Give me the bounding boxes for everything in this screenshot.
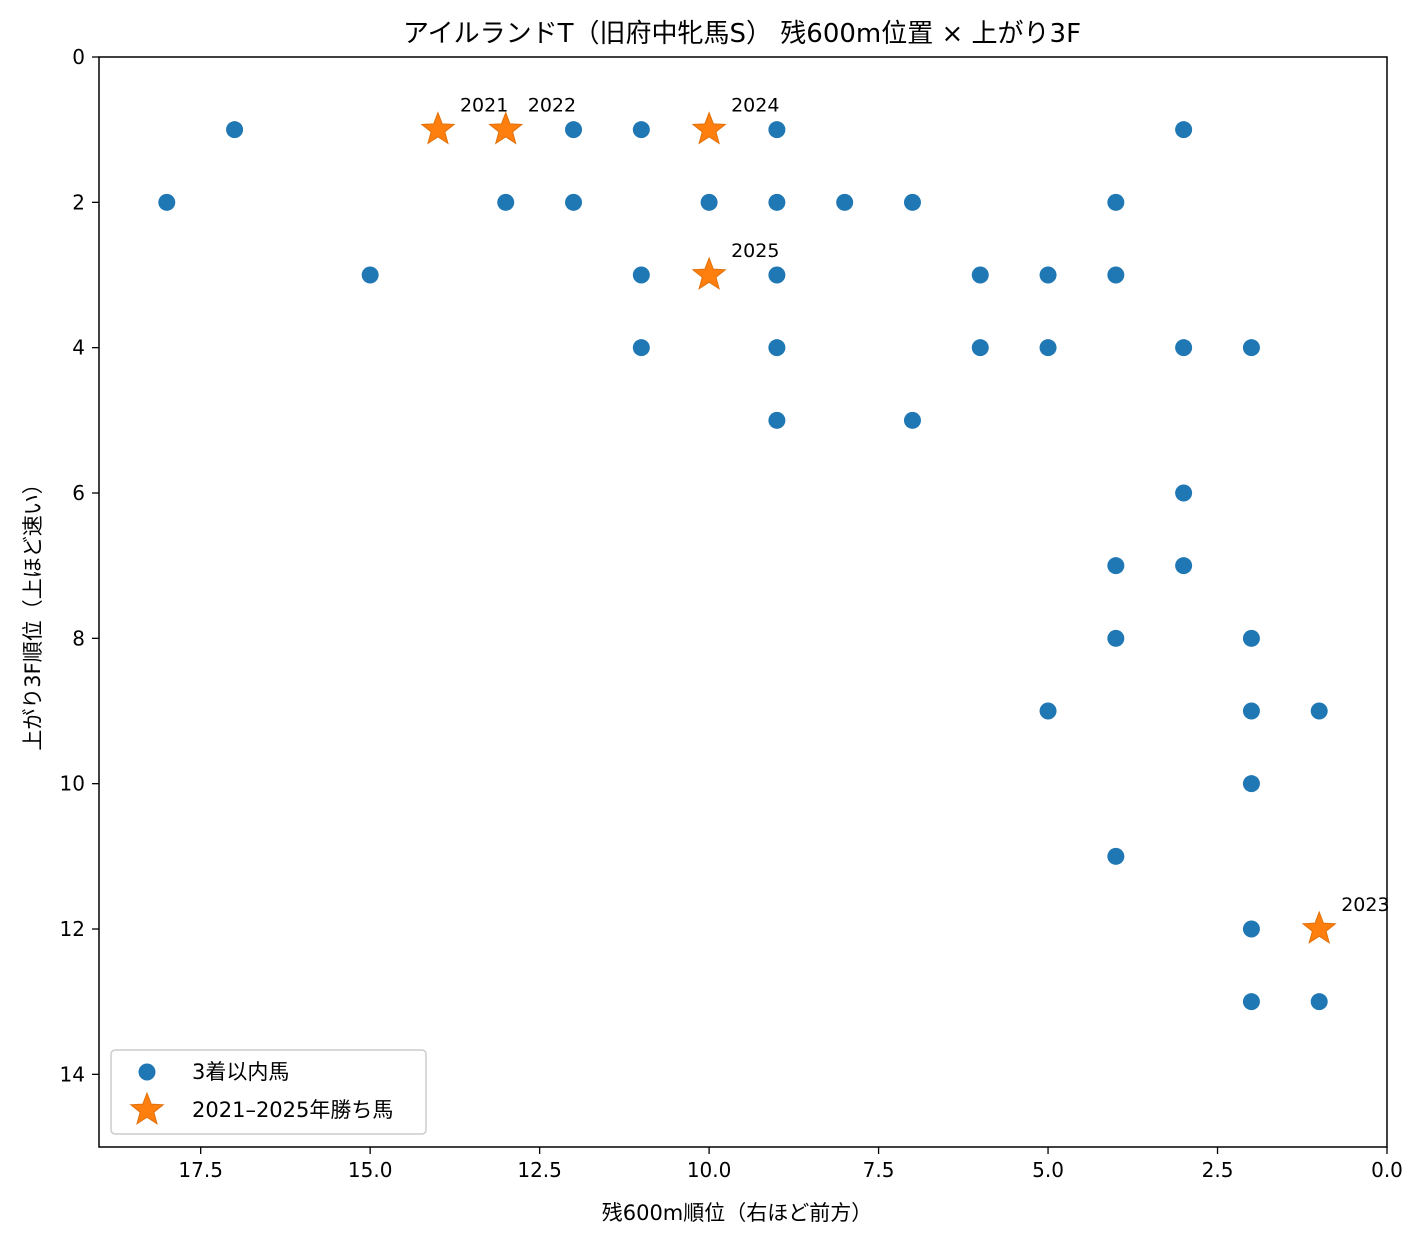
data-point-top3: [565, 193, 583, 211]
data-point-top3: [158, 193, 176, 211]
x-tick-label: 15.0: [348, 1158, 393, 1182]
data-point-top3: [903, 193, 921, 211]
y-tick-label: 4: [72, 336, 85, 360]
data-point-top3: [971, 266, 989, 284]
x-tick-label: 17.5: [178, 1158, 223, 1182]
data-point-winner: [420, 111, 456, 145]
data-point-top3: [1107, 847, 1125, 865]
data-point-top3: [1242, 702, 1260, 720]
point-annotation: 2022: [528, 95, 576, 117]
y-axis: 0 2 4 6 8 10 12 14: [60, 45, 99, 1086]
data-point-top3: [836, 193, 854, 211]
data-point-top3: [1107, 193, 1125, 211]
data-point-top3: [1310, 702, 1328, 720]
data-point-top3: [768, 121, 786, 139]
data-point-top3: [971, 339, 989, 357]
legend-label-series-1: 3着以内馬: [192, 1060, 289, 1084]
data-point-winner: [1301, 910, 1337, 944]
data-point-top3: [226, 121, 244, 139]
data-point-winner: [488, 111, 524, 145]
point-annotation: 2024: [731, 95, 779, 117]
plot-area: [158, 111, 1337, 1011]
data-point-top3: [497, 193, 515, 211]
data-point-top3: [1242, 775, 1260, 793]
data-point-top3: [632, 339, 650, 357]
chart-title: アイルランドT（旧府中牝馬S） 残600m位置 × 上がり3F: [403, 19, 1081, 49]
x-tick-label: 12.5: [517, 1158, 562, 1182]
data-point-top3: [1175, 557, 1193, 575]
point-annotation: 2025: [731, 240, 779, 262]
data-point-top3: [565, 121, 583, 139]
data-point-top3: [1242, 993, 1260, 1011]
y-axis-label: 上がり3F順位（上ほど速い）: [21, 473, 45, 750]
data-point-top3: [768, 411, 786, 429]
legend: 3着以内馬 2021–2025年勝ち馬: [110, 1049, 427, 1135]
data-point-top3: [1039, 339, 1057, 357]
data-point-top3: [1175, 121, 1193, 139]
x-tick-label: 10.0: [687, 1158, 732, 1182]
x-axis-label: 残600m順位（右ほど前方）: [602, 1201, 873, 1225]
data-point-top3: [1107, 629, 1125, 647]
annotations: 2021 2022 2024 2025 2023: [460, 95, 1390, 916]
legend-star-icon: [129, 1091, 165, 1125]
data-point-top3: [632, 266, 650, 284]
data-point-top3: [1039, 266, 1057, 284]
legend-label-series-2: 2021–2025年勝ち馬: [192, 1098, 393, 1122]
legend-circle-icon: [138, 1063, 156, 1081]
data-point-top3: [1039, 702, 1057, 720]
data-point-top3: [361, 266, 379, 284]
data-point-top3: [768, 193, 786, 211]
y-tick-label: 0: [72, 45, 85, 69]
data-point-top3: [768, 266, 786, 284]
data-point-top3: [1175, 339, 1193, 357]
y-tick-label: 8: [72, 626, 85, 650]
y-tick-label: 6: [72, 481, 85, 505]
y-tick-label: 12: [60, 917, 85, 941]
legend-box: [110, 1049, 427, 1135]
data-point-winner: [691, 111, 727, 145]
legend-marker-star: [129, 1091, 165, 1125]
point-annotation: 2021: [460, 95, 508, 117]
data-point-top3: [700, 193, 718, 211]
x-tick-label: 2.5: [1202, 1158, 1234, 1182]
x-axis: 17.5 15.0 12.5 10.0 7.5 5.0 2.5 0.0: [178, 1147, 1403, 1182]
data-point-top3: [768, 339, 786, 357]
data-point-top3: [1242, 339, 1260, 357]
point-annotation: 2023: [1341, 894, 1389, 916]
x-tick-label: 5.0: [1032, 1158, 1064, 1182]
y-tick-label: 10: [60, 772, 85, 796]
data-point-winner: [691, 256, 727, 290]
data-point-top3: [632, 121, 650, 139]
data-point-top3: [1107, 557, 1125, 575]
data-point-top3: [1242, 920, 1260, 938]
y-tick-label: 14: [60, 1062, 85, 1086]
y-tick-label: 2: [72, 190, 85, 214]
x-tick-label: 7.5: [863, 1158, 895, 1182]
legend-marker-circle: [138, 1063, 156, 1081]
plot-frame: [98, 56, 1388, 1148]
data-point-top3: [903, 411, 921, 429]
x-tick-label: 0.0: [1371, 1158, 1403, 1182]
data-point-top3: [1310, 993, 1328, 1011]
data-point-top3: [1242, 629, 1260, 647]
data-point-top3: [1107, 266, 1125, 284]
data-point-top3: [1175, 484, 1193, 502]
